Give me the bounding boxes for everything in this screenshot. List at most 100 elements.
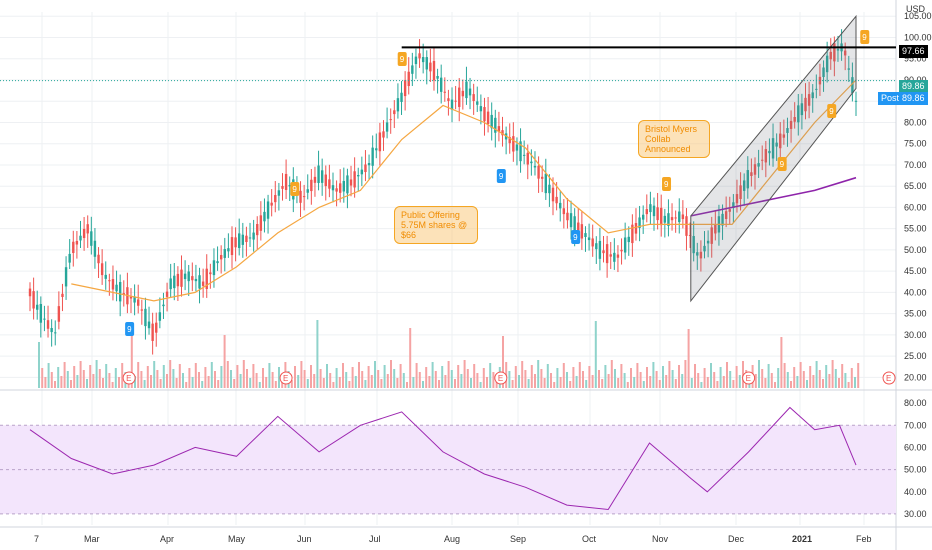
volume-bar xyxy=(511,380,514,388)
candle-body xyxy=(688,234,692,236)
volume-bar xyxy=(422,381,424,388)
candle-body xyxy=(750,172,753,176)
time-tick-label: Sep xyxy=(510,534,526,544)
volume-bar xyxy=(415,363,418,388)
volume-bar xyxy=(607,374,610,388)
candle-body xyxy=(526,152,529,165)
volume-bar xyxy=(322,378,325,388)
volume-bar xyxy=(294,366,296,388)
rsi-tick-label: 70.00 xyxy=(904,420,927,430)
time-tick-label: Nov xyxy=(652,534,669,544)
volume-bar xyxy=(194,363,197,388)
td-signal-marker xyxy=(662,177,672,191)
volume-bar xyxy=(466,369,469,388)
candle-body xyxy=(79,235,82,241)
candle-body xyxy=(710,227,713,244)
volume-bar xyxy=(418,372,421,388)
earnings-marker-label: E xyxy=(886,374,891,383)
candle-body xyxy=(851,77,854,94)
candle-body xyxy=(847,68,850,70)
volume-bar xyxy=(831,360,834,388)
volume-bar xyxy=(591,375,594,388)
candle-body xyxy=(515,144,519,151)
volume-bar xyxy=(79,361,82,388)
volume-bar xyxy=(380,379,383,388)
candle-body xyxy=(137,299,140,306)
volume-bar xyxy=(726,362,728,388)
volume-bar xyxy=(655,371,658,388)
td-signal-label: 9 xyxy=(499,172,504,181)
candle-body xyxy=(494,117,497,133)
price-tick-label: 70.00 xyxy=(904,160,927,170)
volume-bar xyxy=(44,377,47,388)
earnings-marker xyxy=(494,371,508,385)
candle-body xyxy=(742,180,746,191)
volume-bar xyxy=(527,379,530,388)
volume-bar xyxy=(553,382,556,388)
volume-bar xyxy=(76,375,79,388)
candle-body xyxy=(761,159,764,161)
volume-bar xyxy=(662,366,664,388)
candle-body xyxy=(609,254,612,257)
candle-body xyxy=(259,215,263,231)
candle-body xyxy=(176,273,180,287)
candle-body xyxy=(598,240,602,259)
td-signal-marker xyxy=(496,169,506,183)
candle-body xyxy=(638,217,641,229)
volume-bar xyxy=(841,364,844,388)
volume-bar xyxy=(742,361,744,388)
volume-bar xyxy=(86,379,88,388)
candle-body xyxy=(75,240,79,245)
post-label-tag: Post xyxy=(878,92,903,105)
volume-bar xyxy=(361,371,364,388)
volume-bar xyxy=(66,371,69,388)
volume-bar xyxy=(524,370,527,388)
volume-bar xyxy=(412,377,415,388)
volume-bar xyxy=(265,377,268,388)
volume-bar xyxy=(674,379,677,388)
volume-bar xyxy=(566,372,568,388)
volume-bar xyxy=(342,363,344,388)
volume-bar xyxy=(758,360,760,388)
candle-body xyxy=(544,173,547,194)
volume-bar xyxy=(271,372,274,388)
candle-body xyxy=(302,196,306,198)
time-tick-label: 2021 xyxy=(792,534,812,544)
volume-bar xyxy=(70,380,72,388)
candle-body xyxy=(187,271,190,282)
candle-body xyxy=(274,195,277,203)
earnings-marker-label: E xyxy=(746,374,751,383)
volume-bar xyxy=(130,327,133,388)
candle-body xyxy=(147,321,151,329)
volume-bar xyxy=(82,370,85,388)
volume-bar xyxy=(159,379,162,388)
candle-body xyxy=(277,190,281,196)
candle-body xyxy=(537,165,540,179)
volume-bar xyxy=(425,367,428,388)
candle-body xyxy=(100,263,104,276)
volume-bar xyxy=(604,365,607,388)
candle-body xyxy=(418,53,421,59)
volume-bar xyxy=(354,376,357,388)
annotation-bristol-myers: Bristol Myers Collab Announced xyxy=(638,120,710,158)
candle-body xyxy=(674,217,677,219)
volume-bar xyxy=(556,368,559,388)
volume-bar xyxy=(226,361,229,388)
candle-body xyxy=(804,97,807,112)
volume-bar xyxy=(508,371,511,388)
candle-body xyxy=(634,222,638,234)
candle-body xyxy=(407,71,410,87)
td-signal-label: 9 xyxy=(780,160,785,169)
candle-body xyxy=(421,57,425,63)
candle-body xyxy=(111,279,115,290)
volume-bar xyxy=(665,375,668,388)
volume-bar xyxy=(486,377,488,388)
candle-body xyxy=(779,133,782,149)
volume-bar xyxy=(668,361,671,388)
candle-body xyxy=(360,169,364,175)
volume-bar xyxy=(617,378,620,388)
volume-bar xyxy=(761,369,764,388)
volume-bar xyxy=(774,382,776,388)
candle-body xyxy=(219,255,223,260)
